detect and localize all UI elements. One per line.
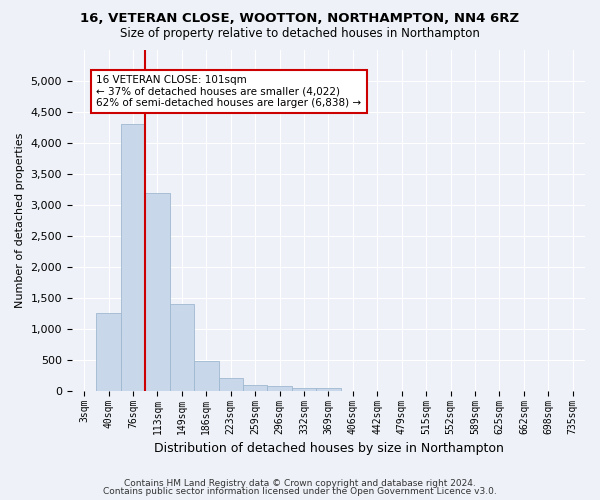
Text: Contains HM Land Registry data © Crown copyright and database right 2024.: Contains HM Land Registry data © Crown c… [124, 478, 476, 488]
Bar [121, 124, 145, 391]
Bar [97, 314, 121, 391]
Bar [218, 378, 243, 391]
Bar [292, 388, 316, 391]
Text: 16 VETERAN CLOSE: 101sqm
← 37% of detached houses are smaller (4,022)
62% of sem: 16 VETERAN CLOSE: 101sqm ← 37% of detach… [97, 75, 361, 108]
Bar [170, 304, 194, 391]
Bar [316, 388, 341, 391]
Y-axis label: Number of detached properties: Number of detached properties [15, 132, 25, 308]
Text: 16, VETERAN CLOSE, WOOTTON, NORTHAMPTON, NN4 6RZ: 16, VETERAN CLOSE, WOOTTON, NORTHAMPTON,… [80, 12, 520, 26]
Bar [194, 361, 218, 391]
Bar [268, 386, 292, 391]
Bar [145, 192, 170, 391]
X-axis label: Distribution of detached houses by size in Northampton: Distribution of detached houses by size … [154, 442, 503, 455]
Text: Contains public sector information licensed under the Open Government Licence v3: Contains public sector information licen… [103, 487, 497, 496]
Text: Size of property relative to detached houses in Northampton: Size of property relative to detached ho… [120, 28, 480, 40]
Bar [243, 385, 268, 391]
